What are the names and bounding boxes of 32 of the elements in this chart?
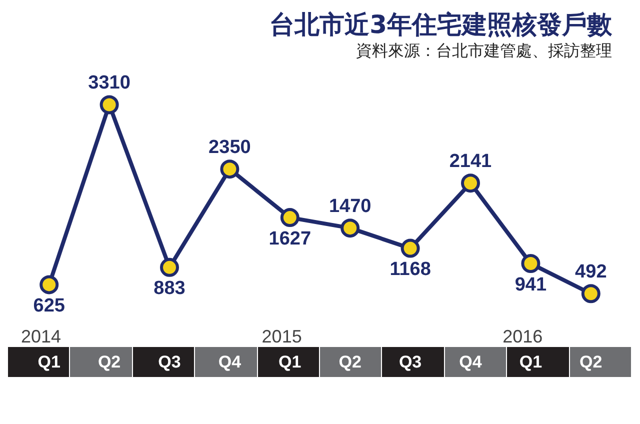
data-label: 883 <box>154 278 186 300</box>
x-tick-label: Q2 <box>98 352 121 372</box>
x-tick-label: Q2 <box>580 352 602 372</box>
point <box>461 174 480 193</box>
data-label: 625 <box>33 295 66 316</box>
data-label: 3310 <box>88 72 130 94</box>
point <box>280 208 300 228</box>
chart-subtitle: 資料來源：台北市建管處、採訪整理 <box>355 41 612 62</box>
x-tick-label: Q4 <box>459 352 482 372</box>
point <box>581 284 600 304</box>
point <box>160 258 179 277</box>
data-label: 1627 <box>268 228 312 250</box>
point <box>340 218 360 238</box>
data-label: 1168 <box>390 259 431 280</box>
x-tick-label: Q2 <box>338 352 362 372</box>
x-tick-label: Q3 <box>398 352 422 372</box>
data-label: 2350 <box>208 136 251 158</box>
x-tick-label: Q4 <box>218 352 242 372</box>
data-label: 492 <box>575 261 607 282</box>
point <box>100 95 119 114</box>
point <box>400 238 420 258</box>
chart-title: 台北市近3年住宅建照核發戶數 <box>268 9 612 41</box>
data-label: 941 <box>514 274 547 296</box>
data-label: 2141 <box>449 150 492 172</box>
point <box>40 275 59 294</box>
category-label: 2014 Q1 <box>21 326 62 372</box>
category-label: 2015 Q1 <box>262 326 302 372</box>
point <box>521 254 540 274</box>
x-tick-label: Q3 <box>158 352 181 372</box>
category-label: 2016 Q1 <box>502 326 543 372</box>
point <box>220 160 240 179</box>
data-label: 1470 <box>328 196 372 217</box>
